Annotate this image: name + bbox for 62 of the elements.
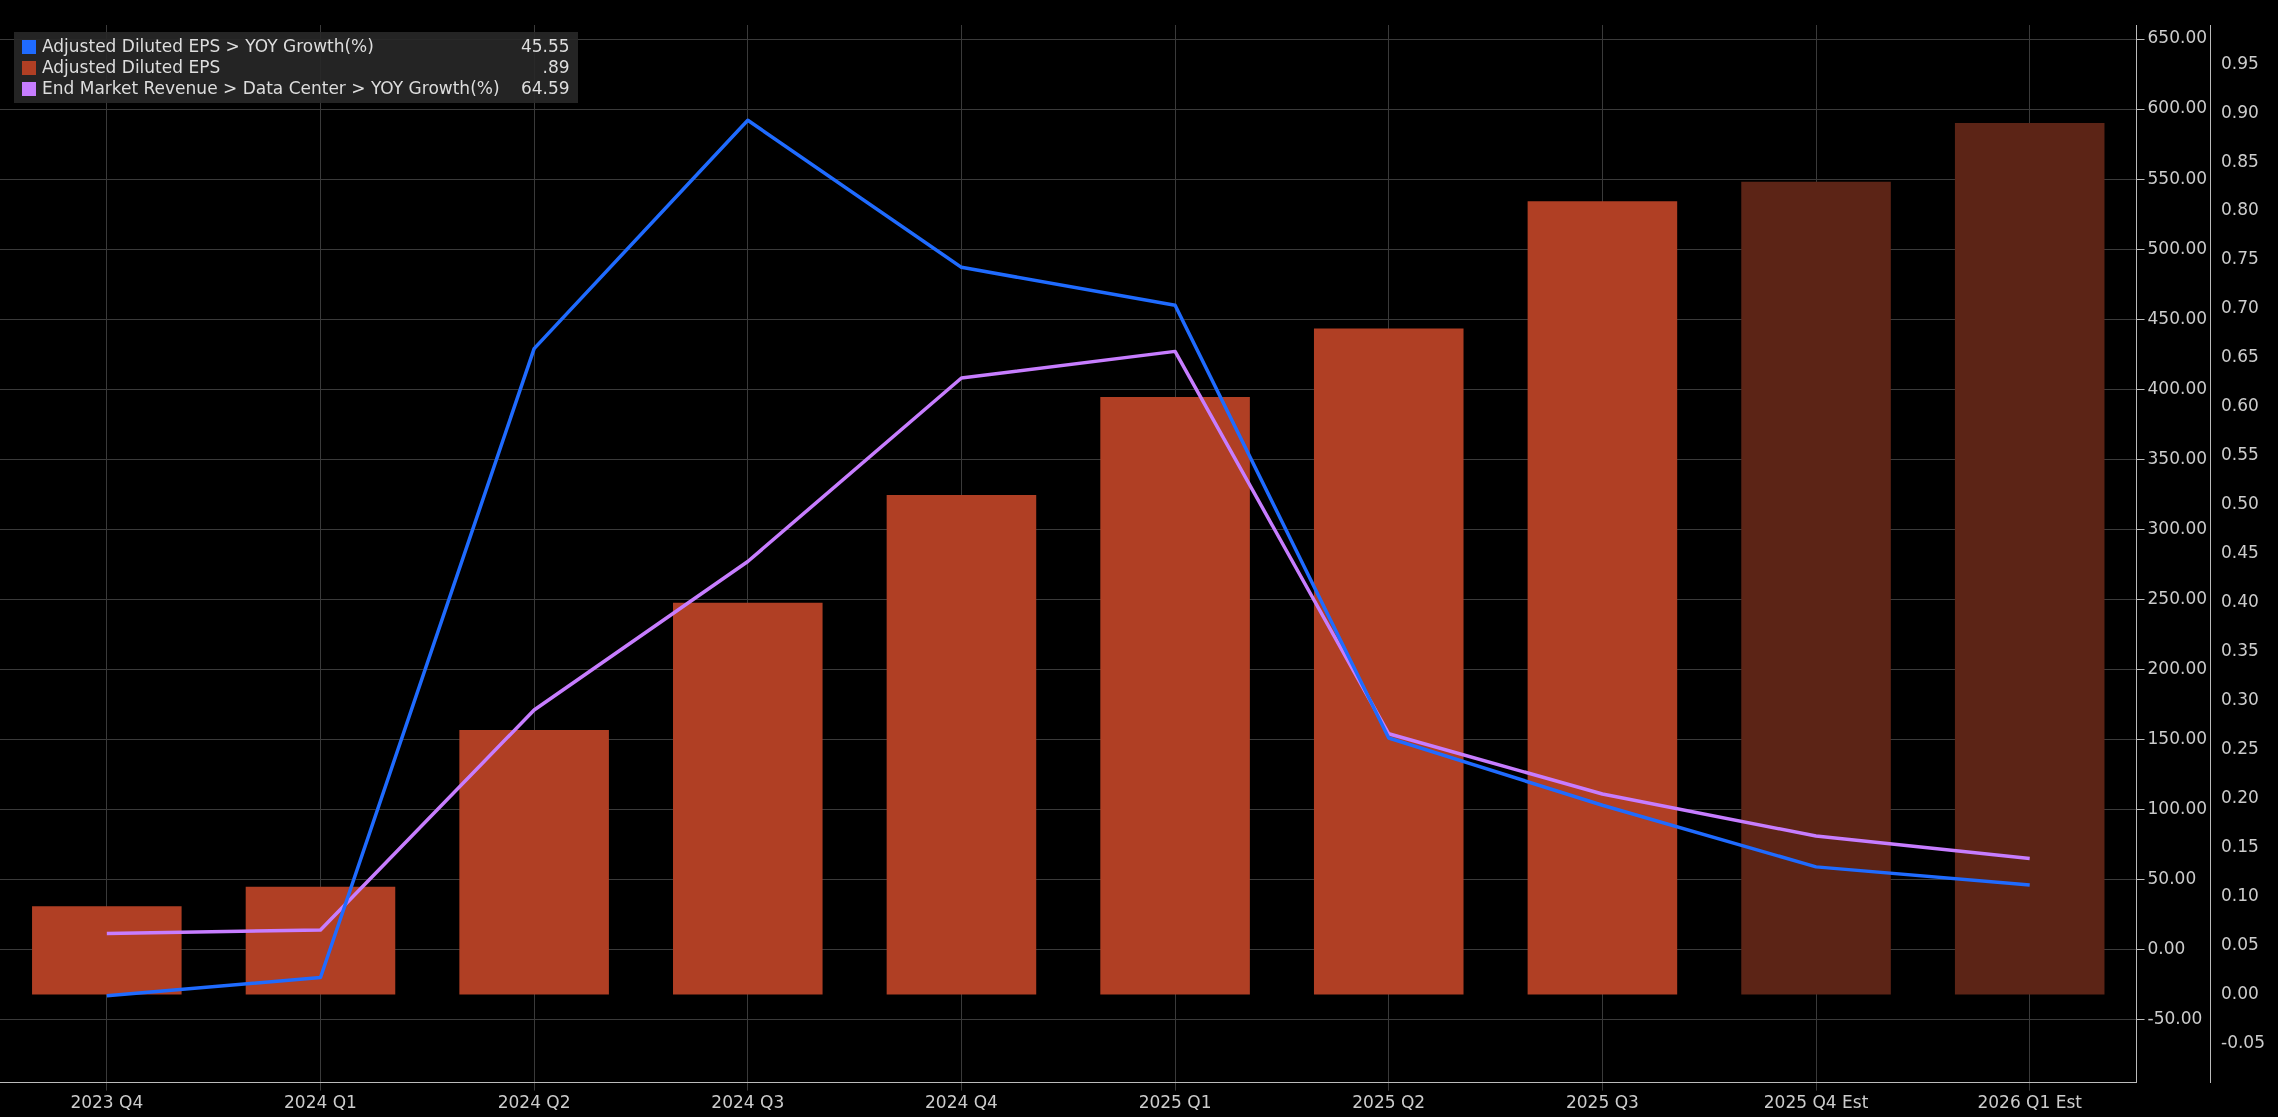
y2-tick-label: 0.85 — [2221, 150, 2259, 171]
y-tick-label: 450.00 — [2147, 307, 2208, 328]
y-tick-label: 400.00 — [2147, 377, 2208, 398]
bar — [1313, 328, 1464, 995]
x-tick-label: 2024 Q2 — [497, 1092, 571, 1113]
y2-tick-label: -0.05 — [2221, 1031, 2266, 1052]
y2-tick-label: 0.35 — [2221, 640, 2259, 661]
y-tick-label: 500.00 — [2147, 237, 2208, 258]
y2-tick-label: 0.20 — [2221, 787, 2259, 808]
y2-tick-label: 0.25 — [2221, 738, 2259, 759]
y2-tick-label: 0.60 — [2221, 395, 2259, 416]
y2-tick-label: 0.90 — [2221, 101, 2259, 122]
x-tick-label: 2024 Q4 — [925, 1092, 998, 1113]
y-tick-label: 150.00 — [2147, 727, 2208, 748]
x-tick-label: 2026 Q1 Est — [1977, 1092, 2083, 1113]
y-tick-label: 300.00 — [2147, 517, 2208, 538]
x-tick-label: 2025 Q3 — [1565, 1092, 1639, 1113]
legend-label: Adjusted Diluted EPS — [42, 57, 221, 78]
x-tick-label: 2023 Q4 — [70, 1092, 144, 1113]
y-tick-label: 350.00 — [2147, 447, 2208, 468]
y-tick-label: 200.00 — [2147, 657, 2208, 678]
y2-tick-label: 0.30 — [2221, 689, 2259, 710]
y2-tick-label: 0.95 — [2221, 52, 2259, 73]
y2-tick-label: 0.55 — [2221, 444, 2259, 465]
bar — [1741, 181, 1891, 995]
y-tick-label: -50.00 — [2147, 1007, 2203, 1028]
y2-tick-label: 0.10 — [2221, 884, 2259, 905]
bar — [245, 886, 396, 995]
y2-tick-label: 0.15 — [2221, 836, 2259, 856]
bar — [1527, 201, 1678, 995]
y2-tick-label: 0.00 — [2221, 982, 2259, 1003]
y-tick-label: 50.00 — [2147, 867, 2197, 888]
x-tick-label: 2025 Q1 — [1138, 1092, 1212, 1113]
y2-tick-label: 0.40 — [2221, 591, 2259, 612]
y-tick-label: 250.00 — [2147, 587, 2208, 608]
y2-tick-label: 0.80 — [2221, 199, 2259, 220]
y-tick-label: 0.00 — [2147, 937, 2186, 958]
bar — [459, 730, 609, 995]
y-tick-label: 650.00 — [2147, 27, 2208, 48]
y2-tick-label: 0.75 — [2221, 248, 2259, 269]
y2-tick-label: 0.65 — [2221, 346, 2259, 367]
x-tick-label: 2024 Q3 — [711, 1092, 785, 1113]
y2-tick-label: 0.45 — [2221, 542, 2259, 563]
y2-tick-label: 0.50 — [2221, 493, 2259, 514]
y-tick-label: 600.00 — [2147, 97, 2208, 118]
annotation: 64.59 — [519, 78, 570, 99]
y2-tick-label: 0.70 — [2221, 297, 2259, 318]
bar — [1954, 122, 2105, 995]
bar — [32, 906, 182, 995]
y2-tick-label: 0.05 — [2221, 933, 2259, 954]
annotation: .89 — [541, 57, 570, 78]
bar — [1100, 397, 1250, 995]
x-tick-label: 2025 Q2 — [1352, 1092, 1426, 1113]
y-tick-label: 100.00 — [2147, 797, 2208, 818]
annotation: 45.55 — [519, 36, 570, 57]
legend-label: Adjusted Diluted EPS > YOY Growth(%) — [42, 36, 374, 57]
x-tick-label: 2025 Q4 Est — [1763, 1092, 1869, 1113]
bar — [673, 602, 823, 995]
x-tick-label: 2024 Q1 — [284, 1092, 357, 1113]
y-tick-label: 550.00 — [2147, 167, 2208, 188]
legend-label: End Market Revenue > Data Center > YOY Growth(%) — [42, 78, 500, 99]
bar — [886, 495, 1037, 995]
